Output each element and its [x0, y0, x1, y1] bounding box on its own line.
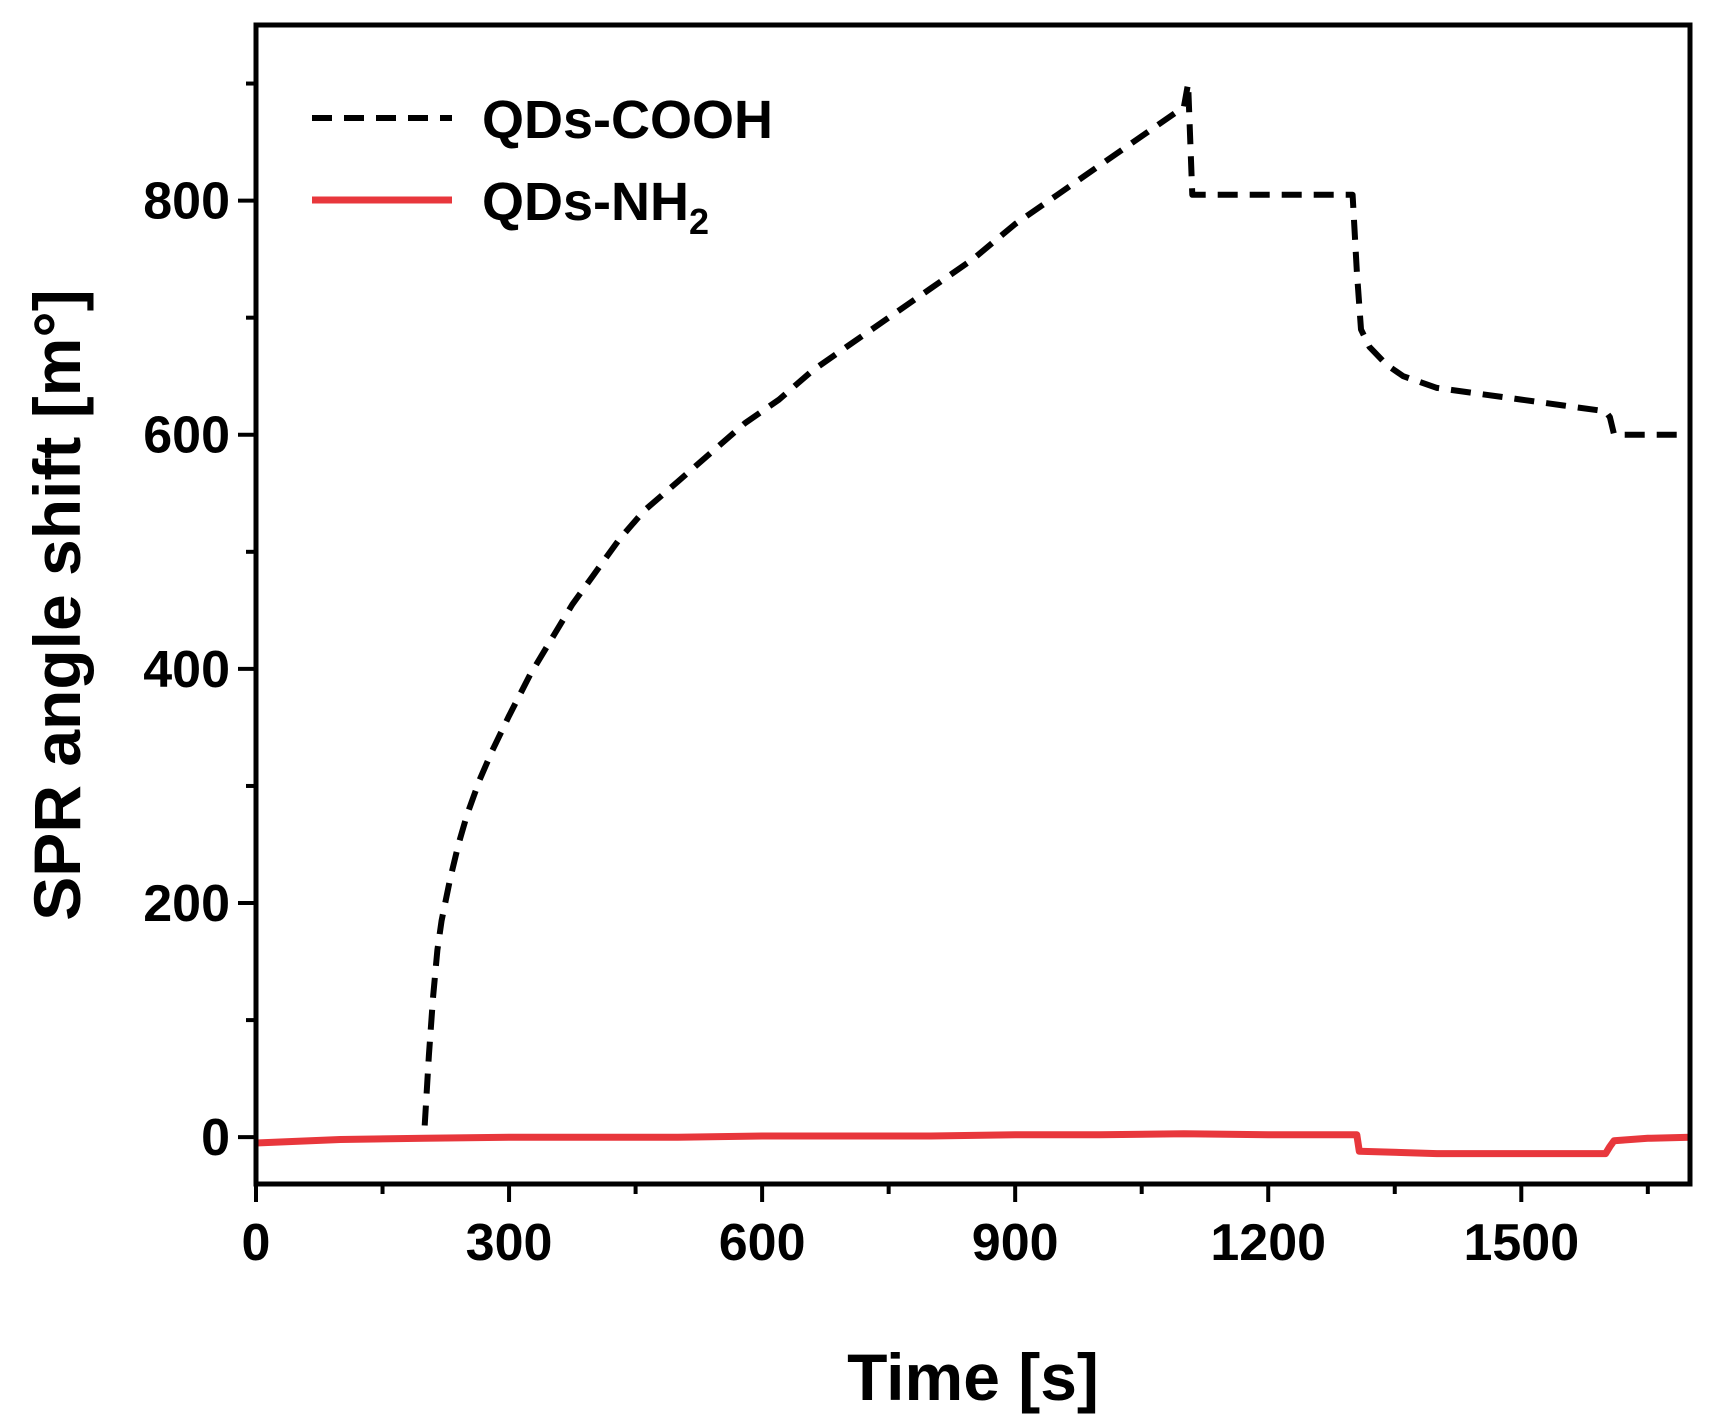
x-tick-label: 0 — [242, 1214, 271, 1272]
tick-marks — [238, 81, 1650, 1202]
y-axis-title: SPR angle shift [m°] — [20, 289, 94, 920]
legend: QDs-COOH QDs-NH2 — [312, 90, 773, 242]
series-line-qds-cooh — [421, 80, 1690, 1126]
legend-label-qds-nh2: QDs-NH2 — [482, 172, 709, 242]
x-tick-label: 600 — [719, 1214, 806, 1272]
x-tick-label: 300 — [466, 1214, 553, 1272]
legend-label-qds-nh2-subscript: 2 — [689, 201, 709, 242]
y-tick-label: 600 — [143, 407, 230, 465]
y-tick-label: 0 — [201, 1109, 230, 1167]
y-tick-label: 200 — [143, 875, 230, 933]
y-tick-labels: 0 200 400 600 800 — [143, 173, 230, 1168]
plot-frame — [253, 22, 1693, 1187]
y-tick-label: 400 — [143, 641, 230, 699]
x-tick-label: 1500 — [1463, 1214, 1579, 1272]
series-lines — [255, 80, 1691, 1158]
legend-label-qds-cooh: QDs-COOH — [482, 90, 773, 150]
x-tick-label: 900 — [972, 1214, 1059, 1272]
x-tick-labels: 0 300 600 900 1200 1500 — [242, 1214, 1580, 1272]
y-tick-label: 800 — [143, 173, 230, 231]
series-line-qds-nh2 — [255, 1130, 1691, 1158]
x-axis-title: Time [s] — [847, 1340, 1099, 1414]
legend-label-qds-nh2-main: QDs-NH — [482, 172, 689, 232]
x-tick-label: 1200 — [1210, 1214, 1326, 1272]
